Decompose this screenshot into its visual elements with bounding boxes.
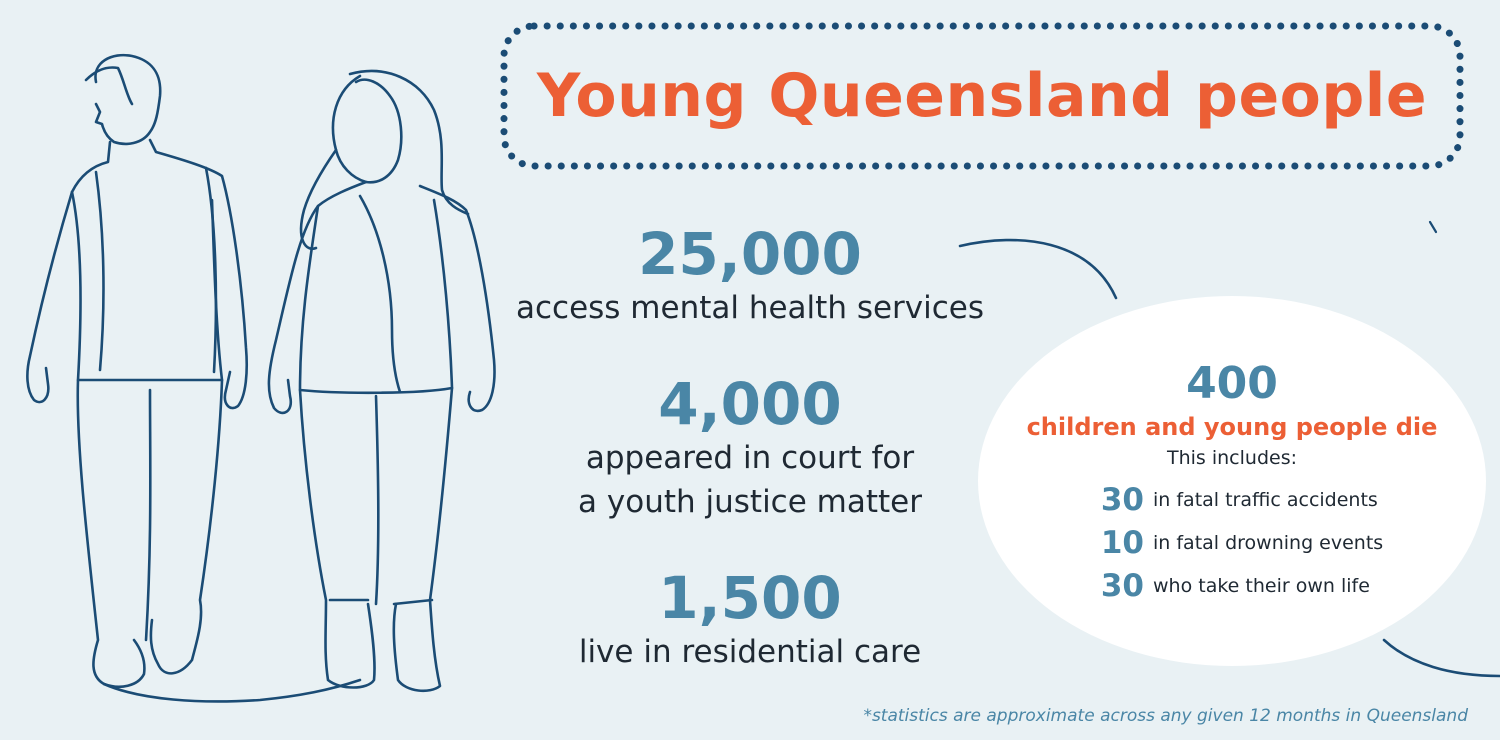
stat-residential-care: 1,500 live in residential care [500, 566, 1000, 674]
list-item: 30 in fatal traffic accidents [1098, 478, 1500, 521]
stat-label: appeared in court for [585, 440, 915, 476]
page-title: Young Queensland people [536, 61, 1428, 131]
item-text: who take their own life [1153, 574, 1370, 597]
footnote: *statistics are approximate across any g… [863, 706, 1468, 726]
bubble-list: 30 in fatal traffic accidents 10 in fata… [1098, 478, 1500, 607]
dotted-border [500, 22, 1464, 170]
item-value: 30 [1100, 481, 1144, 518]
title-frame: Young Queensland people [498, 20, 1466, 172]
item-value: 10 [1100, 524, 1144, 561]
stat-value: 25,000 [638, 220, 862, 288]
bubble-subheading: This includes: [1166, 447, 1297, 469]
stat-label: access mental health services [515, 290, 985, 326]
stat-value: 1,500 [658, 564, 842, 632]
line-drawing-young-man-icon [26, 53, 362, 703]
figures-illustration [26, 53, 496, 703]
stat-mental-health: 25,000 access mental health services [500, 222, 1000, 330]
list-item: 10 in fatal drowning events [1098, 521, 1500, 564]
speech-bubble [978, 296, 1486, 666]
list-item: 30 who take their own life [1098, 564, 1500, 607]
stat-value: 4,000 [658, 370, 842, 438]
bubble-content: 400 children and young people die This i… [978, 358, 1486, 607]
item-text: in fatal traffic accidents [1153, 488, 1378, 511]
stat-label: a youth justice matter [578, 484, 922, 520]
item-text: in fatal drowning events [1153, 531, 1384, 554]
line-drawing-young-woman-icon [267, 69, 496, 693]
bubble-heading: children and young people die [1026, 413, 1438, 441]
stat-youth-justice: 4,000 appeared in court for a youth just… [500, 372, 1000, 524]
stat-label: live in residential care [578, 634, 922, 670]
item-value: 30 [1100, 567, 1144, 604]
bubble-value: 400 [1186, 358, 1278, 409]
